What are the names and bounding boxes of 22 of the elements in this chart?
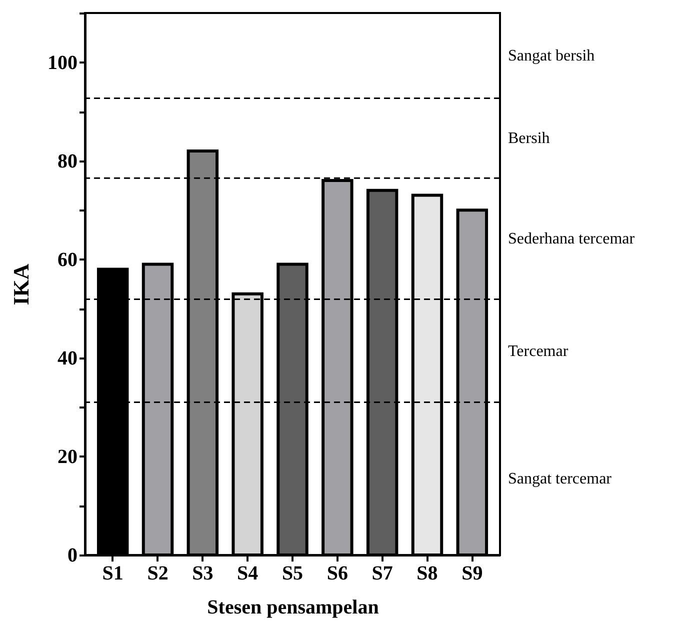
text: Tercemar [508,342,569,360]
x-tick-label: S7 [372,562,393,584]
y-tick-label: 20 [58,446,78,468]
x-tick-label: S9 [462,562,483,584]
text: Sangat bersih [508,48,595,65]
x-tick-label: S3 [192,562,214,584]
text: Bersih [508,130,550,148]
y-tick-label: 100 [48,52,78,74]
y-tick-label: 0 [68,544,78,566]
x-axis-title: Stesen pensampelan [207,596,379,618]
y-tick-label: 60 [58,248,78,271]
y-axis-title: IKA [8,264,34,306]
text: Sangat tercemar [508,470,612,488]
x-tick-label: S4 [237,562,258,584]
x-tick-label: S5 [282,562,304,584]
y-tick-label: 80 [58,150,78,172]
text: Sederhana tercemar [508,230,636,248]
x-tick-label: S1 [102,562,124,584]
y-tick-label: 40 [58,347,78,370]
x-tick-label: S6 [326,562,348,584]
x-tick-label: S2 [147,562,168,584]
x-tick-label: S8 [416,562,438,584]
